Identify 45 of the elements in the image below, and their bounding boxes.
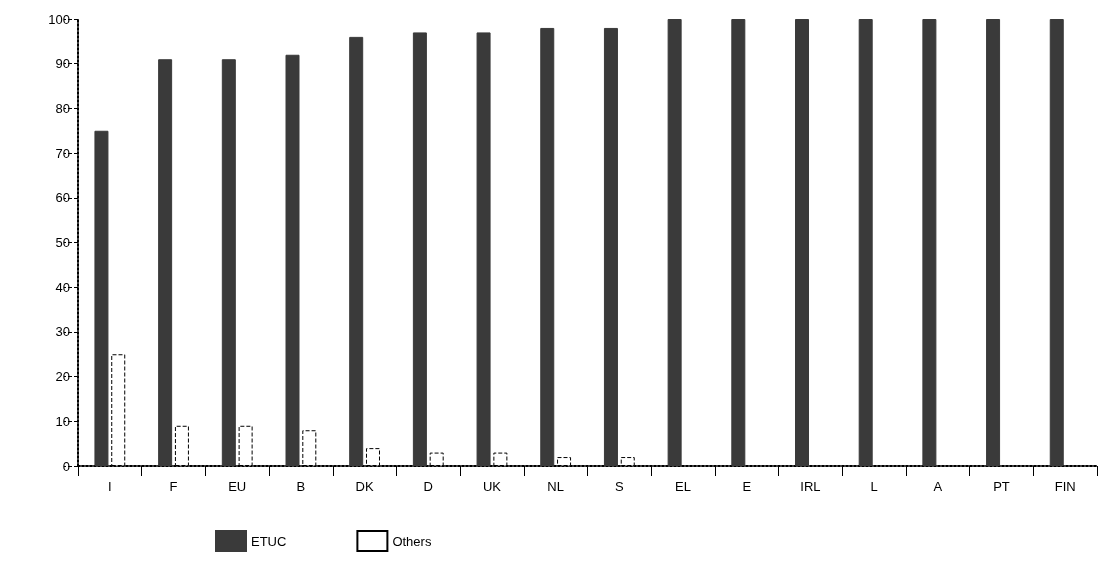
x-tick-label: B [296, 479, 306, 494]
y-tick-label: 80 [55, 100, 70, 116]
bar [476, 32, 491, 466]
x-tick-label: EL [675, 479, 691, 494]
x-tick-label: IRL [800, 479, 821, 494]
bar [986, 19, 1001, 466]
legend-label: Others [392, 533, 432, 549]
y-tick-label: 70 [55, 145, 70, 161]
x-tick-label: FIN [1054, 479, 1076, 494]
bar [349, 36, 364, 466]
x-tick-label: NL [547, 479, 564, 494]
bar [412, 32, 427, 466]
bar [1049, 19, 1064, 466]
bar [285, 54, 300, 466]
y-tick-label: 0 [62, 458, 70, 474]
x-tick-label: S [615, 479, 625, 494]
x-tick-label: DK [355, 479, 374, 494]
bar [731, 19, 746, 466]
y-tick-label: 90 [55, 56, 70, 72]
bar [94, 130, 109, 466]
bar [795, 19, 810, 466]
bar [603, 27, 618, 466]
legend-label: ETUC [251, 533, 287, 549]
bar [858, 19, 873, 466]
y-tick-label: 50 [55, 235, 70, 250]
x-tick-label: A [933, 479, 943, 494]
x-tick-label: L [870, 479, 878, 494]
bar [667, 19, 682, 466]
y-tick-label: 60 [55, 190, 70, 206]
x-tick-label: E [742, 479, 752, 494]
y-tick-label: 100 [48, 11, 70, 27]
x-tick-label: I [108, 479, 112, 494]
x-tick-label: D [423, 479, 433, 494]
y-tick-label: 20 [55, 369, 70, 385]
y-tick-label: 30 [55, 324, 70, 340]
x-tick-label: UK [482, 479, 502, 494]
x-tick-label: EU [228, 479, 247, 494]
x-tick-label: PT [993, 479, 1010, 494]
bar [221, 59, 236, 466]
bar [540, 27, 555, 466]
bar [922, 19, 937, 466]
y-tick-label: 10 [55, 413, 70, 429]
x-tick-label: F [169, 479, 178, 494]
bar [158, 59, 173, 466]
y-tick-label: 40 [55, 279, 70, 295]
